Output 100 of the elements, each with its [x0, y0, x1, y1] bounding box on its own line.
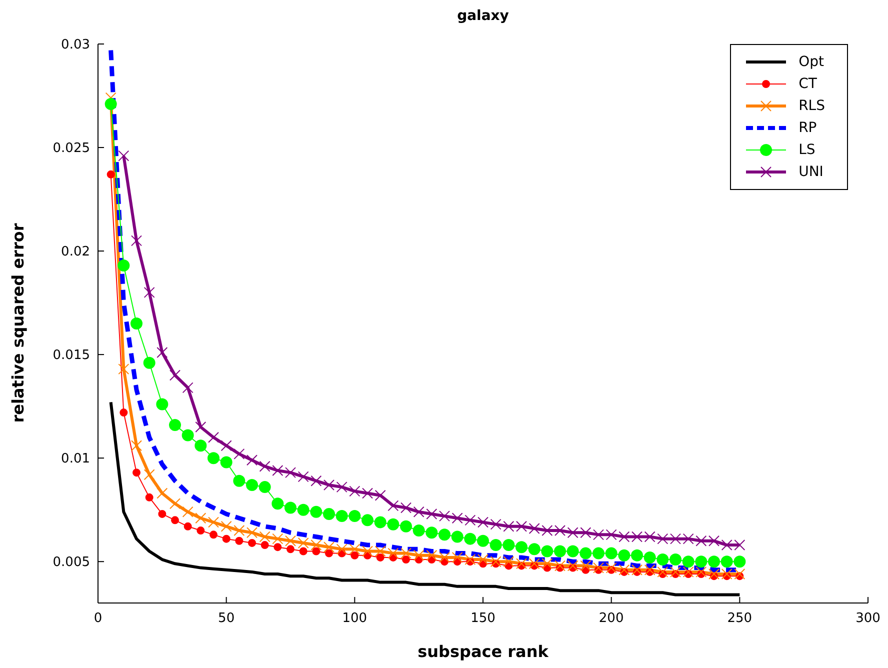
point [169, 418, 181, 431]
point [554, 545, 566, 558]
point [235, 536, 244, 545]
point [284, 502, 296, 514]
point [131, 235, 142, 246]
point [323, 508, 335, 520]
legend-label: RLS [798, 98, 825, 114]
point [426, 508, 438, 520]
point [272, 498, 284, 510]
y-tick-label: 0.005 [52, 555, 90, 570]
point [336, 510, 348, 522]
point [220, 440, 232, 452]
point [426, 526, 438, 539]
point [285, 467, 296, 478]
point [402, 556, 410, 564]
point [106, 170, 115, 178]
y-tick-label: 0.01 [61, 452, 90, 467]
point [605, 547, 618, 560]
point [259, 460, 270, 472]
point [182, 429, 194, 442]
legend-label: RP [798, 120, 817, 136]
point [274, 543, 282, 552]
point [516, 541, 528, 554]
point [502, 539, 515, 552]
point [298, 471, 309, 482]
point [412, 524, 425, 537]
point [208, 452, 220, 464]
point [118, 364, 130, 375]
point [310, 540, 322, 551]
point [362, 514, 374, 526]
point [182, 382, 194, 394]
point [464, 514, 476, 526]
point [720, 556, 733, 568]
point [233, 474, 246, 487]
point [234, 448, 245, 460]
point [259, 531, 270, 542]
point [156, 398, 168, 410]
point [670, 554, 682, 566]
point [541, 545, 554, 558]
point [145, 493, 154, 502]
point [656, 554, 669, 566]
point [132, 468, 140, 477]
point [631, 549, 643, 562]
point [618, 549, 630, 562]
point [362, 488, 373, 499]
point [312, 547, 320, 556]
point [285, 535, 296, 546]
point [310, 475, 322, 486]
point [439, 510, 450, 522]
y-tick-label: 0.025 [52, 141, 90, 156]
point [477, 534, 489, 547]
point [374, 490, 386, 501]
legend-label: UNI [798, 164, 824, 180]
point [310, 506, 322, 518]
y-tick-label: 0.015 [52, 348, 90, 364]
point [478, 516, 488, 528]
x-axis-title: subspace rank [416, 642, 550, 661]
x-tick-label: 50 [218, 611, 235, 626]
point [120, 408, 128, 417]
point [324, 479, 334, 490]
point [246, 478, 258, 491]
point [490, 518, 502, 530]
legend-label: CT [798, 76, 817, 92]
point [272, 533, 284, 544]
point [528, 522, 540, 534]
point [438, 528, 450, 541]
point [272, 464, 284, 476]
point [196, 526, 205, 535]
point [260, 541, 269, 550]
point [286, 545, 294, 554]
point [528, 543, 540, 556]
point [452, 512, 463, 524]
point [580, 547, 592, 560]
x-tick-label: 300 [856, 611, 880, 626]
point [194, 440, 207, 452]
point [490, 539, 502, 552]
point [325, 549, 333, 558]
point [184, 522, 192, 530]
point [464, 532, 476, 545]
x-tick-label: 0 [94, 611, 102, 626]
point [387, 518, 400, 530]
point [388, 500, 399, 512]
x-tick-label: 150 [470, 611, 496, 626]
point [566, 545, 579, 558]
y-tick-label: 0.02 [61, 244, 90, 260]
point [220, 520, 232, 532]
point [104, 98, 117, 110]
point [118, 150, 130, 162]
point [299, 547, 308, 556]
point [695, 556, 708, 568]
point [336, 482, 348, 493]
point [158, 510, 166, 518]
point [734, 556, 746, 568]
point [349, 486, 360, 497]
point [246, 454, 258, 466]
chart-title: galaxy [456, 8, 510, 24]
y-tick-label: 0.03 [61, 38, 90, 53]
point [298, 537, 309, 548]
point [350, 551, 359, 560]
y-axis-title: relative squared error [8, 223, 28, 423]
